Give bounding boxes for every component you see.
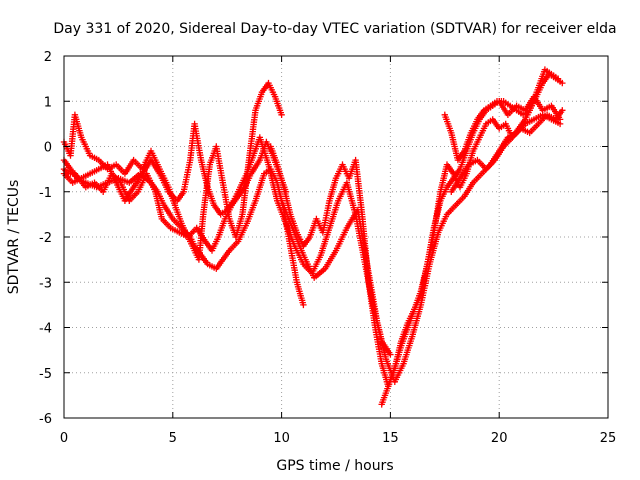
y-tick-label: -1 — [39, 186, 52, 201]
y-axis-label: SDTVAR / TECUs — [6, 180, 22, 295]
y-tick-label: -3 — [39, 276, 52, 291]
y-tick-label: -6 — [39, 412, 52, 427]
x-tick-label: 5 — [169, 431, 177, 446]
y-tick-label: -4 — [39, 322, 52, 337]
y-tick-label: 1 — [44, 95, 52, 110]
data-point — [559, 107, 566, 114]
y-axis-ticks: -6 -5 -4 -3 -2 -1 0 1 2 — [39, 50, 608, 427]
x-tick-label: 10 — [273, 431, 290, 446]
data-series-track-6 — [278, 111, 564, 385]
x-axis-label: GPS time / hours — [276, 458, 393, 474]
x-tick-label: 20 — [491, 431, 508, 446]
x-tick-label: 15 — [382, 431, 399, 446]
y-tick-label: -2 — [39, 231, 52, 246]
grid-lines — [64, 56, 608, 418]
data-series-layer — [60, 66, 566, 408]
data-series-track-5 — [267, 93, 564, 390]
data-series-track-8 — [441, 70, 566, 164]
y-tick-label: 0 — [44, 141, 52, 156]
x-tick-label: 0 — [60, 431, 68, 446]
data-series-track-7 — [378, 66, 562, 408]
data-point — [300, 301, 307, 309]
x-axis-ticks: 0 5 10 15 20 25 — [60, 56, 616, 446]
y-tick-label: -5 — [39, 367, 52, 382]
data-point — [278, 111, 285, 118]
data-series-track-9 — [448, 107, 566, 195]
chart-title: Day 331 of 2020, Sidereal Day-to-day VTE… — [53, 21, 616, 37]
data-point — [387, 351, 394, 358]
data-point — [556, 120, 564, 128]
y-tick-label: 2 — [44, 50, 52, 65]
data-series-track-3 — [60, 79, 285, 263]
series-line — [269, 95, 561, 388]
x-tick-label: 25 — [600, 431, 617, 446]
data-point — [559, 79, 566, 87]
